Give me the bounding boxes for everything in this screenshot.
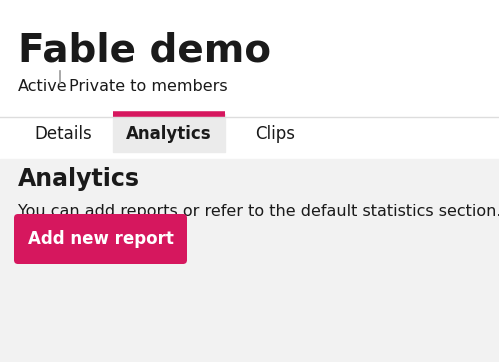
Bar: [0, 0, 499, 159]
Text: Fable demo: Fable demo: [18, 32, 271, 70]
Text: Active: Active: [18, 79, 68, 94]
Text: Clips: Clips: [255, 125, 295, 143]
Text: Details: Details: [34, 125, 92, 143]
Bar: [113, 114, 225, 152]
Text: Analytics: Analytics: [18, 167, 140, 191]
Text: Analytics: Analytics: [126, 125, 212, 143]
Text: Add new report: Add new report: [27, 230, 174, 248]
Bar: [0, 159, 499, 362]
FancyBboxPatch shape: [14, 214, 187, 264]
Text: Private to members: Private to members: [69, 79, 228, 94]
Text: You can add reports or refer to the default statistics section.: You can add reports or refer to the defa…: [18, 204, 499, 219]
